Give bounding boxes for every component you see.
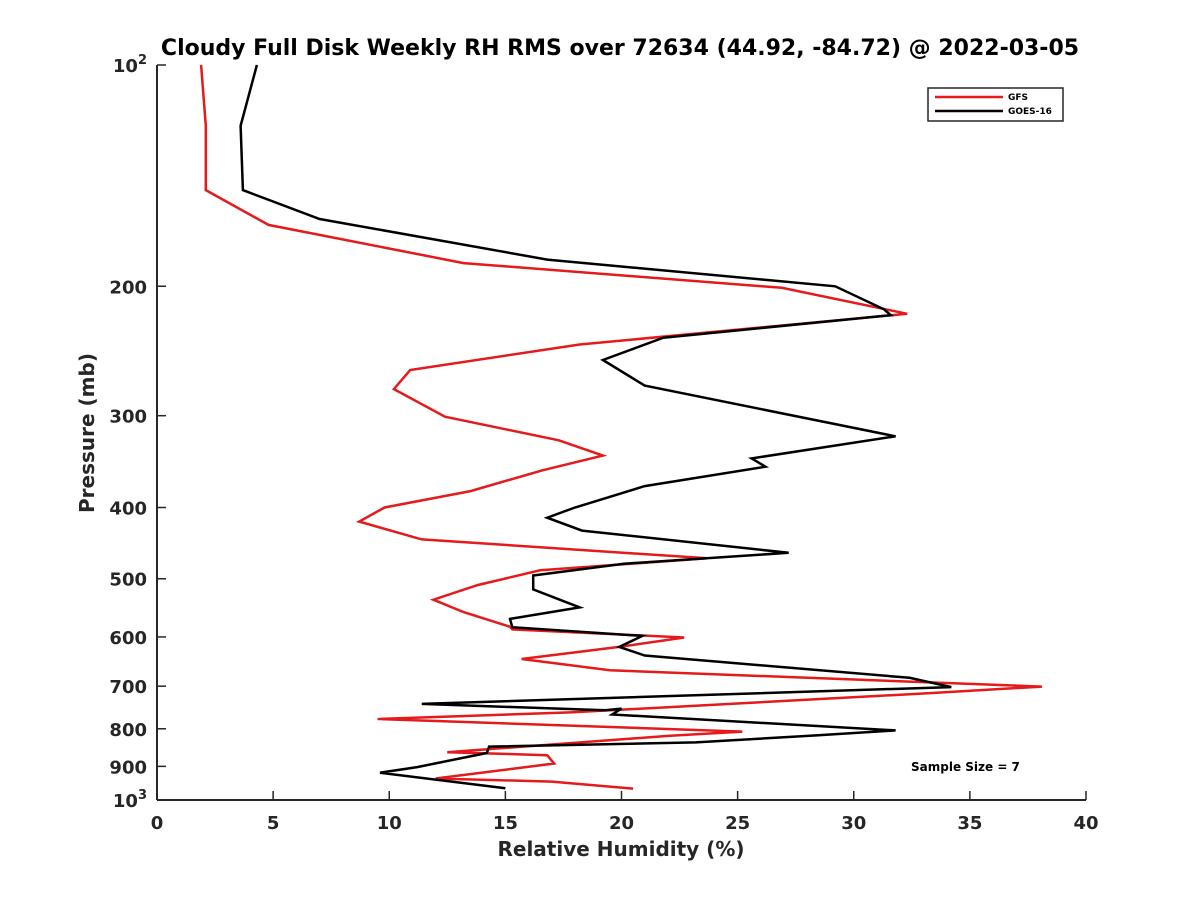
- x-tick-label: 25: [725, 813, 750, 834]
- series-line-goes-16: [239, 64, 952, 790]
- x-tick-label: 0: [151, 813, 164, 834]
- y-tick-label: 103: [113, 788, 147, 812]
- x-ticks: 0 5 10 15 20 25 30 35 40: [151, 791, 1099, 834]
- y-tick-label: 500: [109, 570, 147, 591]
- legend-label-gfs: GFS: [1008, 93, 1028, 103]
- x-axis-label: Relative Humidity (%): [497, 837, 744, 861]
- y-tick-exponent: 2: [138, 53, 147, 68]
- y-tick-label: 800: [109, 720, 147, 741]
- axes-layer: [156, 65, 1086, 801]
- legend-box: [927, 87, 1064, 122]
- series-layer: [199, 64, 1042, 790]
- x-tick-label: 30: [841, 813, 866, 834]
- y-tick-label: 200: [109, 277, 147, 298]
- y-tick-label: 400: [109, 499, 147, 520]
- x-tick-label: 15: [493, 813, 518, 834]
- x-tick-label: 35: [957, 813, 982, 834]
- y-tick-label: 900: [109, 757, 147, 778]
- legend-label-goes-16: GOES-16: [1008, 107, 1052, 117]
- y-tick-exponent: 3: [138, 788, 147, 803]
- y-tick-label: 700: [109, 677, 147, 698]
- x-tick-label: 40: [1073, 813, 1098, 834]
- chart-title: Cloudy Full Disk Weekly RH RMS over 7263…: [161, 36, 1079, 61]
- y-axis-label: Pressure (mb): [75, 353, 99, 513]
- sample-size-annotation: Sample Size = 7: [911, 760, 1020, 774]
- x-tick-label: 20: [609, 813, 634, 834]
- y-ticks: 102 200 300 400 500 600 700 800 900 103: [109, 53, 166, 812]
- x-tick-label: 10: [377, 813, 402, 834]
- y-tick-label: 102: [113, 53, 147, 77]
- y-tick-label: 600: [109, 628, 147, 649]
- y-tick-label: 300: [109, 407, 147, 428]
- legend: GFS GOES-16: [927, 87, 1064, 122]
- x-tick-label: 5: [267, 813, 280, 834]
